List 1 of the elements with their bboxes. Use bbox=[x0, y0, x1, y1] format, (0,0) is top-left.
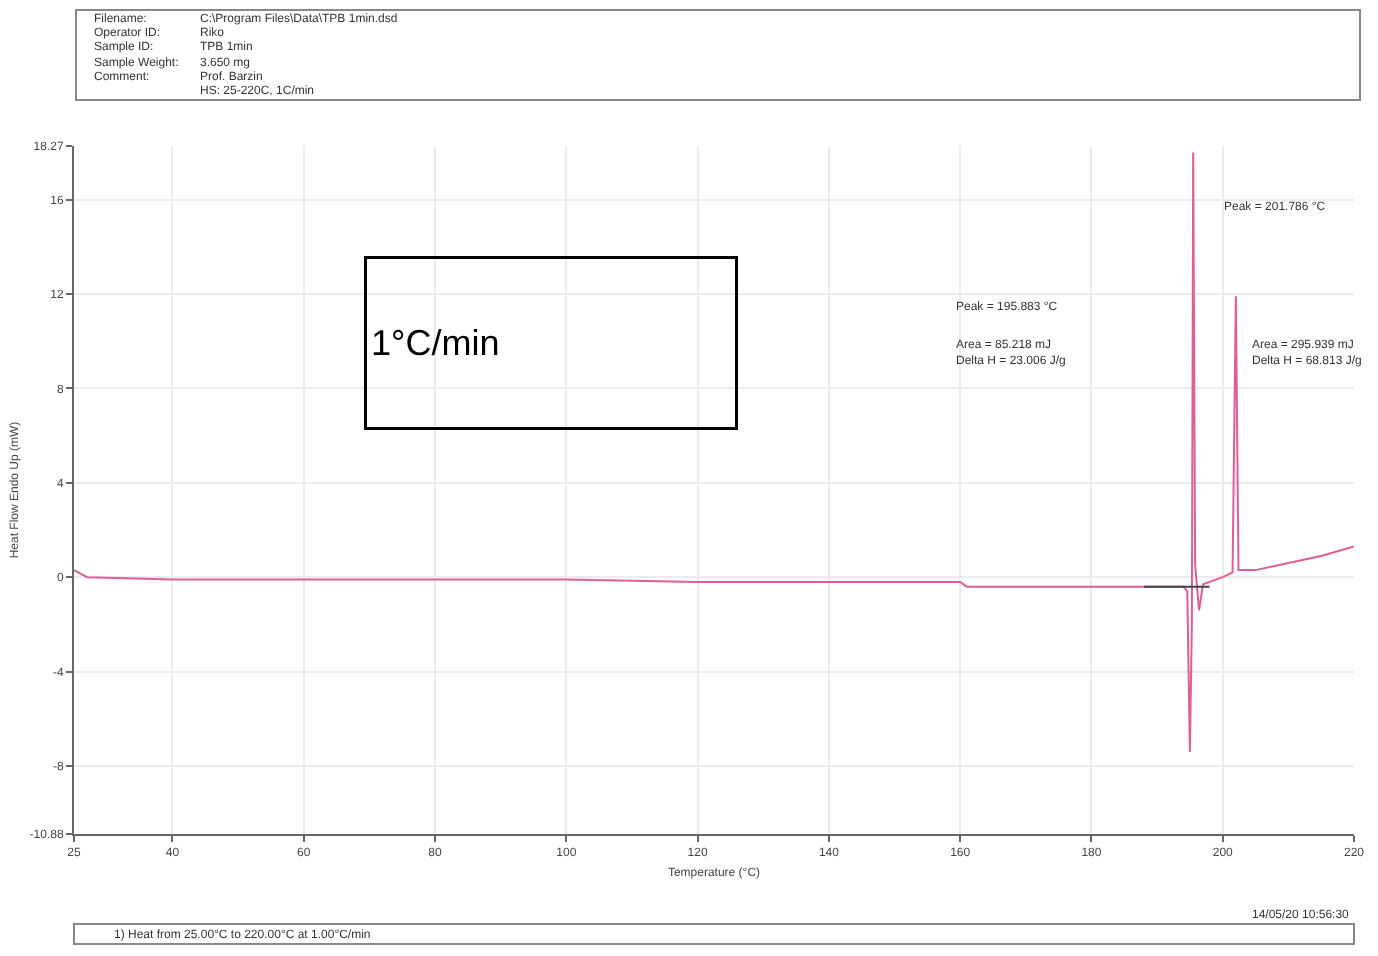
annotation: 1°C/min bbox=[371, 323, 500, 363]
